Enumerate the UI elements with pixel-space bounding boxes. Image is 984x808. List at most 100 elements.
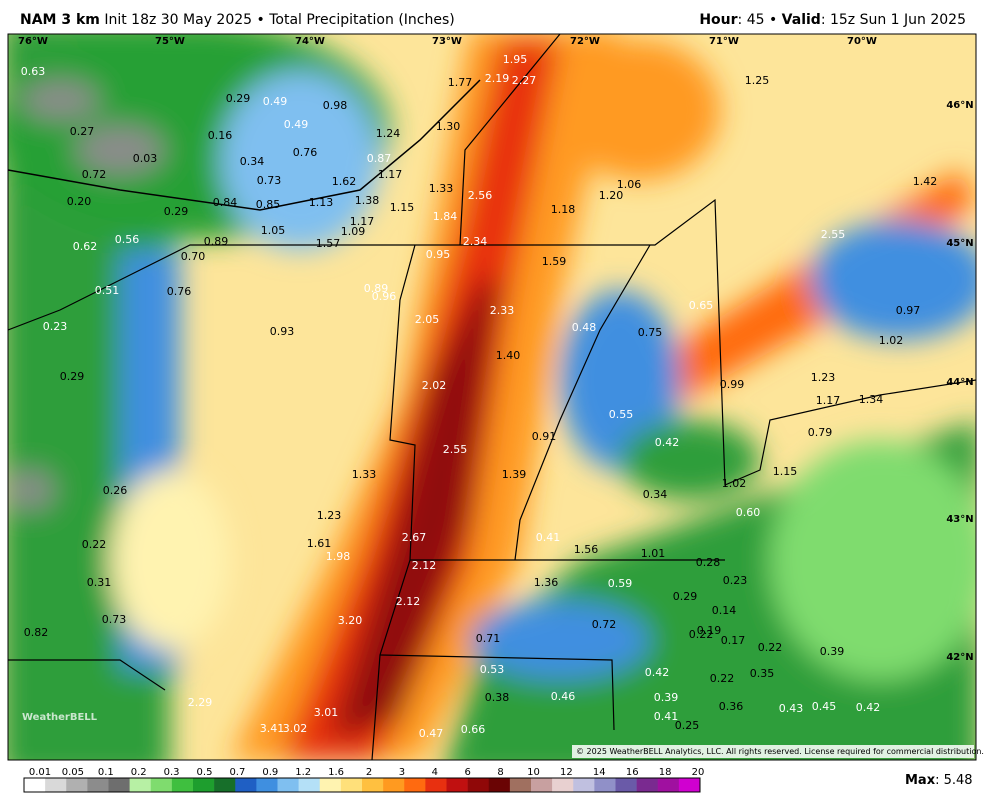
- station-value: 1.17: [378, 168, 403, 181]
- station-value: 1.61: [307, 537, 332, 550]
- station-value: 1.23: [317, 509, 342, 522]
- station-value: 0.35: [750, 667, 775, 680]
- legend-swatch: [277, 778, 299, 792]
- station-value: 0.43: [779, 702, 804, 715]
- station-value: 1.36: [534, 576, 559, 589]
- legend-swatch: [425, 778, 447, 792]
- border: [514, 244, 651, 561]
- station-value: 1.30: [436, 120, 461, 133]
- station-value: 1.13: [309, 196, 334, 209]
- latitude-label: 46°N: [946, 100, 973, 111]
- legend-swatch: [171, 778, 194, 792]
- station-value: 0.22: [689, 628, 714, 641]
- legend-swatch: [129, 778, 152, 792]
- legend-swatch: [467, 778, 490, 792]
- legend-tick-label: 10: [527, 767, 540, 778]
- station-value: 1.33: [352, 468, 377, 481]
- station-value: 0.91: [532, 430, 557, 443]
- legend-tick-label: 1.6: [328, 767, 344, 778]
- legend-swatch: [45, 778, 67, 792]
- legend-swatch: [87, 778, 109, 792]
- station-value: 1.18: [551, 203, 576, 216]
- station-value: 1.56: [574, 543, 599, 556]
- station-value: 0.42: [856, 701, 881, 714]
- legend-swatch: [256, 778, 278, 792]
- legend-tick-label: 18: [659, 767, 672, 778]
- legend-swatch: [66, 778, 88, 792]
- station-value: 0.29: [60, 370, 85, 383]
- legend-tick-label: 12: [560, 767, 573, 778]
- station-value: 2.55: [821, 228, 846, 241]
- copyright: © 2025 WeatherBELL Analytics, LLC. All r…: [576, 747, 984, 756]
- station-value: 0.23: [723, 574, 748, 587]
- legend-swatch: [446, 778, 468, 792]
- valid-key: Valid: [781, 12, 821, 28]
- station-value: 1.33: [429, 182, 454, 195]
- station-value: 0.89: [364, 282, 389, 295]
- legend-tick-label: 6: [465, 767, 471, 778]
- title: NAM 3 km: [20, 12, 100, 28]
- station-value: 2.34: [463, 235, 488, 248]
- valid-value: : 15z Sun 1 Jun 2025: [820, 12, 966, 28]
- legend-swatch: [509, 778, 532, 792]
- station-value: 0.96: [372, 290, 397, 303]
- station-value: 0.20: [67, 195, 92, 208]
- station-value: 0.49: [284, 118, 309, 131]
- station-value: 1.15: [390, 201, 415, 214]
- field-gray: [20, 80, 100, 120]
- station-value: 0.63: [21, 65, 46, 78]
- station-value: 0.93: [270, 325, 295, 338]
- field-gray: [8, 470, 55, 510]
- legend-swatch: [24, 778, 46, 792]
- station-value: 0.29: [164, 205, 189, 218]
- station-value: 0.45: [812, 700, 837, 713]
- legend-tick-label: 8: [497, 767, 503, 778]
- station-value: 1.17: [816, 394, 841, 407]
- legend-tick-label: 2: [366, 767, 372, 778]
- station-value: 2.27: [512, 74, 537, 87]
- station-value: 0.29: [673, 590, 698, 603]
- station-value: 1.23: [811, 371, 836, 384]
- legend-tick-label: 20: [692, 767, 705, 778]
- station-value: 0.60: [736, 506, 761, 519]
- header-right: Hour: 45 • Valid: 15z Sun 1 Jun 2025: [699, 12, 966, 28]
- longitude-label: 71°W: [709, 36, 739, 47]
- field-lightgreen: [770, 440, 976, 680]
- longitude-label: 72°W: [570, 36, 600, 47]
- station-value: 1.62: [332, 175, 357, 188]
- station-value: 0.47: [419, 727, 444, 740]
- legend-swatch: [404, 778, 426, 792]
- station-value: 0.36: [719, 700, 744, 713]
- station-value: 0.53: [480, 663, 505, 676]
- station-value: 0.66: [461, 723, 486, 736]
- station-value: 0.25: [675, 719, 700, 732]
- station-value: 0.39: [820, 645, 845, 658]
- legend-tick-label: 0.2: [131, 767, 147, 778]
- station-value: 0.65: [689, 299, 714, 312]
- field-blue: [560, 290, 680, 470]
- station-value: 0.31: [87, 576, 112, 589]
- station-value: 0.22: [710, 672, 735, 685]
- hour-key: Hour: [699, 12, 738, 28]
- copyright-bg: [572, 745, 974, 758]
- station-value: 0.41: [654, 710, 679, 723]
- station-value: 0.14: [712, 604, 737, 617]
- station-value: 2.12: [412, 559, 437, 572]
- station-value: 1.09: [341, 225, 366, 238]
- station-value: 0.17: [721, 634, 746, 647]
- station-value: 0.72: [82, 168, 107, 181]
- legend-tick-label: 1.2: [295, 767, 311, 778]
- station-value: 2.56: [468, 189, 493, 202]
- border: [8, 198, 976, 486]
- legend-tick-label: 0.01: [29, 767, 51, 778]
- station-value: 0.71: [476, 632, 501, 645]
- legend-swatch: [214, 778, 236, 792]
- station-value: 1.38: [355, 194, 380, 207]
- station-value: 0.79: [808, 426, 833, 439]
- station-value: 0.76: [293, 146, 318, 159]
- station-value: 0.56: [115, 233, 140, 246]
- legend-swatch: [150, 778, 173, 792]
- station-value: 0.75: [638, 326, 663, 339]
- station-value: 1.17: [350, 215, 375, 228]
- station-value: 0.46: [551, 690, 576, 703]
